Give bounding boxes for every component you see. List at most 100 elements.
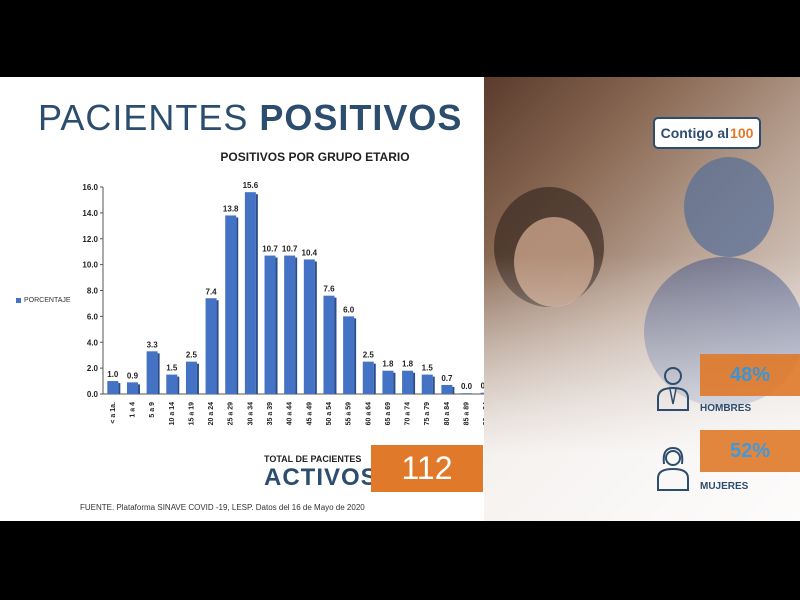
y-tick-label: 16.0 bbox=[82, 183, 98, 192]
bar-chart: 0.0 2.0 4.0 6.0 8.0 10.0 12.0 14.0 16.0 1.0 < a 1a… bbox=[82, 181, 484, 425]
category-label: 30 a 34 bbox=[247, 402, 254, 425]
category-label: 10 a 14 bbox=[169, 402, 176, 425]
category-label: 80 a 84 bbox=[444, 402, 451, 425]
title-bold: POSITIVOS bbox=[259, 97, 463, 138]
y-tick-label: 14.0 bbox=[82, 209, 98, 218]
bar-value-label: 10.7 bbox=[282, 245, 298, 254]
bar bbox=[303, 259, 315, 394]
bar-value-label: 6.0 bbox=[343, 305, 355, 314]
bar-shadow bbox=[236, 217, 239, 394]
bar-value-label: 15.6 bbox=[243, 181, 259, 190]
bar bbox=[264, 255, 276, 394]
bar-shadow bbox=[157, 353, 160, 394]
category-label: 25 a 29 bbox=[228, 402, 235, 425]
bar bbox=[185, 361, 197, 394]
bar bbox=[382, 370, 394, 394]
bar-value-label: 0.9 bbox=[127, 371, 139, 380]
totals-label-big: ACTIVOS bbox=[264, 464, 378, 491]
category-label: 45 a 49 bbox=[306, 402, 313, 425]
bar-value-label: 7.4 bbox=[206, 287, 218, 296]
category-label: 50 a 54 bbox=[326, 402, 333, 425]
bar-value-label: 1.0 bbox=[107, 370, 119, 379]
y-tick-label: 4.0 bbox=[87, 338, 99, 347]
bar bbox=[107, 381, 119, 394]
category-label: 55 a 59 bbox=[346, 402, 353, 425]
category-label: < a 1a. bbox=[110, 402, 117, 424]
bar-value-label: 3.3 bbox=[147, 340, 159, 349]
bar-shadow bbox=[373, 363, 376, 394]
bar-value-label: 0.1 bbox=[481, 382, 484, 391]
category-label: 75 a 79 bbox=[424, 402, 431, 425]
chart-legend: PORCENTAJE bbox=[16, 297, 71, 304]
bar bbox=[461, 393, 473, 394]
women-percent-box: 52% bbox=[700, 430, 800, 472]
bar-value-label: 1.5 bbox=[422, 364, 434, 373]
y-tick-label: 10.0 bbox=[82, 261, 98, 270]
bar-shadow bbox=[275, 257, 278, 394]
women-label: MUJERES bbox=[700, 481, 749, 492]
category-label: 70 a 74 bbox=[405, 402, 412, 425]
bar-shadow bbox=[177, 376, 180, 394]
bar-shadow bbox=[314, 261, 317, 394]
contigo-logo: Contigo al 100 bbox=[653, 117, 761, 149]
category-label: 5 a 9 bbox=[149, 402, 156, 418]
bar bbox=[402, 370, 414, 394]
bar bbox=[225, 215, 237, 394]
y-tick-label: 0.0 bbox=[87, 390, 99, 399]
bar-value-label: 13.8 bbox=[223, 204, 239, 213]
total-value: 112 bbox=[401, 450, 453, 486]
bar bbox=[166, 374, 178, 394]
bar-shadow bbox=[295, 257, 298, 394]
bar bbox=[421, 374, 433, 394]
category-label: 20 a 24 bbox=[208, 402, 215, 425]
category-label: 60 a 64 bbox=[365, 402, 372, 425]
women-percent: 52% bbox=[729, 439, 771, 462]
bar-value-label: 2.5 bbox=[186, 351, 198, 360]
bar-shadow bbox=[452, 386, 455, 394]
bar bbox=[362, 361, 374, 394]
title-light: PACIENTES bbox=[38, 97, 249, 138]
bar bbox=[480, 392, 484, 394]
men-percent: 48% bbox=[729, 363, 771, 386]
bar bbox=[126, 382, 138, 394]
bar-shadow bbox=[393, 372, 396, 394]
category-label: 40 a 44 bbox=[287, 402, 294, 425]
bar-shadow bbox=[255, 194, 258, 394]
bar-value-label: 0.0 bbox=[461, 382, 473, 391]
bar-value-label: 2.5 bbox=[363, 351, 375, 360]
category-label: 85 a 89 bbox=[464, 402, 471, 425]
y-tick-label: 12.0 bbox=[82, 235, 98, 244]
bar-value-label: 1.8 bbox=[402, 360, 414, 369]
category-label: 1 a 4 bbox=[129, 402, 136, 418]
bar bbox=[284, 255, 296, 394]
bar-shadow bbox=[137, 384, 140, 394]
y-tick-label: 8.0 bbox=[87, 287, 99, 296]
slide: PACIENTES POSITIVOS POSITIVOS POR GRUPO … bbox=[0, 77, 800, 521]
bar bbox=[441, 384, 453, 394]
man-icon bbox=[657, 367, 689, 411]
woman-icon bbox=[657, 446, 689, 491]
legend-label: PORCENTAJE bbox=[24, 297, 71, 304]
category-label: 65 a 69 bbox=[385, 402, 392, 425]
bar bbox=[323, 295, 335, 394]
source-note: FUENTE. Plataforma SINAVE COVID -19, LES… bbox=[80, 503, 365, 512]
logo-number: 100 bbox=[730, 125, 754, 141]
bar-shadow bbox=[196, 363, 199, 394]
category-label: 35 a 39 bbox=[267, 402, 274, 425]
bar-value-label: 0.7 bbox=[441, 374, 453, 383]
bar-shadow bbox=[334, 297, 337, 394]
bar-shadow bbox=[118, 383, 121, 394]
bar bbox=[205, 298, 217, 394]
bar-value-label: 10.7 bbox=[262, 245, 278, 254]
category-label: 90 a 94 bbox=[483, 402, 484, 425]
bar-value-label: 7.6 bbox=[323, 285, 335, 294]
chart-title: POSITIVOS POR GRUPO ETARIO bbox=[220, 150, 410, 164]
bar-shadow bbox=[216, 300, 219, 394]
page-title: PACIENTES POSITIVOS bbox=[38, 97, 462, 139]
bar-value-label: 10.4 bbox=[302, 248, 318, 257]
y-tick-label: 6.0 bbox=[87, 312, 99, 321]
bar bbox=[244, 192, 256, 394]
bar-shadow bbox=[413, 372, 416, 394]
men-label: HOMBRES bbox=[700, 403, 752, 414]
bar-value-label: 1.5 bbox=[166, 364, 178, 373]
